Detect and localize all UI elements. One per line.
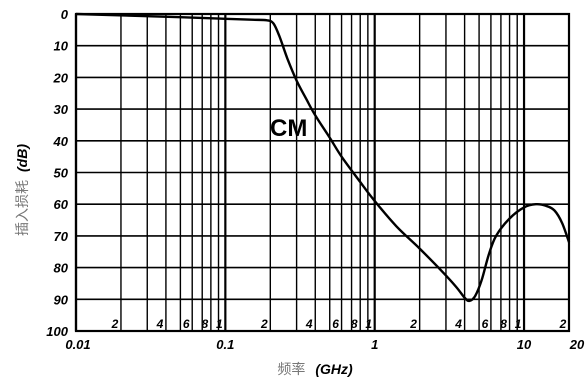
- y-tick-label: 50: [54, 166, 69, 181]
- x-tick-label: 0.01: [65, 337, 90, 352]
- y-axis-title: 插入损耗 (dB): [14, 144, 31, 236]
- x-tick-label: 20: [569, 337, 585, 352]
- y-tick-labels: 0 10 20 30 40 50 60 70 80 90 100: [46, 7, 68, 339]
- x-minor-label: 8: [202, 317, 209, 331]
- svg-text:插入损耗 (dB): 插入损耗 (dB): [14, 144, 31, 236]
- grid: [74, 12, 571, 333]
- x-minor-label: 2: [559, 317, 567, 331]
- x-minor-label: 6: [332, 317, 339, 331]
- x-minor-label: 8: [351, 317, 358, 331]
- x-minor-label: 1: [216, 317, 223, 331]
- x-minor-label: 6: [482, 317, 489, 331]
- y-tick-label: 70: [54, 229, 69, 244]
- x-tick-label: 1: [371, 337, 378, 352]
- x-tick-labels: 0.01 0.1 1 10 20: [65, 337, 585, 352]
- y-tick-label: 10: [54, 39, 69, 54]
- svg-text:频率 (GHz): 频率 (GHz): [277, 361, 353, 378]
- series-group: [75, 12, 571, 303]
- y-tick-label: 0: [61, 7, 69, 22]
- y-axis-title-cn: 插入损耗: [15, 180, 31, 236]
- x-minor-label: 2: [260, 317, 268, 331]
- y-axis-title-unit: (dB): [14, 144, 30, 172]
- x-tick-label: 0.1: [216, 337, 234, 352]
- x-tick-label: 10: [517, 337, 532, 352]
- plot-frame: [74, 12, 571, 333]
- y-tick-label: 100: [46, 324, 68, 339]
- x-minor-label: 6: [183, 317, 190, 331]
- y-tick-label: 60: [54, 197, 69, 212]
- y-tick-label: 90: [54, 292, 69, 307]
- x-minor-label: 8: [500, 317, 507, 331]
- y-tick-label: 20: [53, 70, 69, 85]
- x-minor-label: 4: [156, 317, 164, 331]
- x-minor-label: 4: [305, 317, 313, 331]
- y-tick-label: 30: [54, 102, 69, 117]
- x-minor-label: 2: [111, 317, 119, 331]
- x-axis-title: 频率 (GHz): [277, 361, 353, 378]
- x-axis-title-unit: (GHz): [315, 361, 353, 377]
- cm-annotation: CM: [270, 115, 307, 142]
- y-tick-label: 40: [53, 134, 69, 149]
- x-minor-label: 4: [454, 317, 462, 331]
- x-minor-label: 1: [515, 317, 522, 331]
- x-minor-label: 1: [365, 317, 372, 331]
- series-line-cm: [75, 12, 571, 303]
- y-tick-label: 80: [54, 261, 69, 276]
- x-minor-label: 2: [409, 317, 417, 331]
- x-axis-title-cn: 频率: [277, 361, 305, 378]
